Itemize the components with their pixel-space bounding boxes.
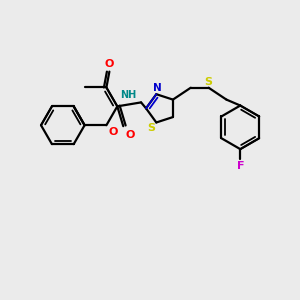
Text: O: O bbox=[108, 127, 118, 137]
Text: O: O bbox=[125, 130, 135, 140]
Text: F: F bbox=[236, 161, 244, 171]
Text: O: O bbox=[105, 59, 114, 69]
Text: S: S bbox=[205, 77, 213, 87]
Text: S: S bbox=[147, 124, 155, 134]
Text: NH: NH bbox=[120, 90, 136, 100]
Text: N: N bbox=[153, 83, 162, 93]
